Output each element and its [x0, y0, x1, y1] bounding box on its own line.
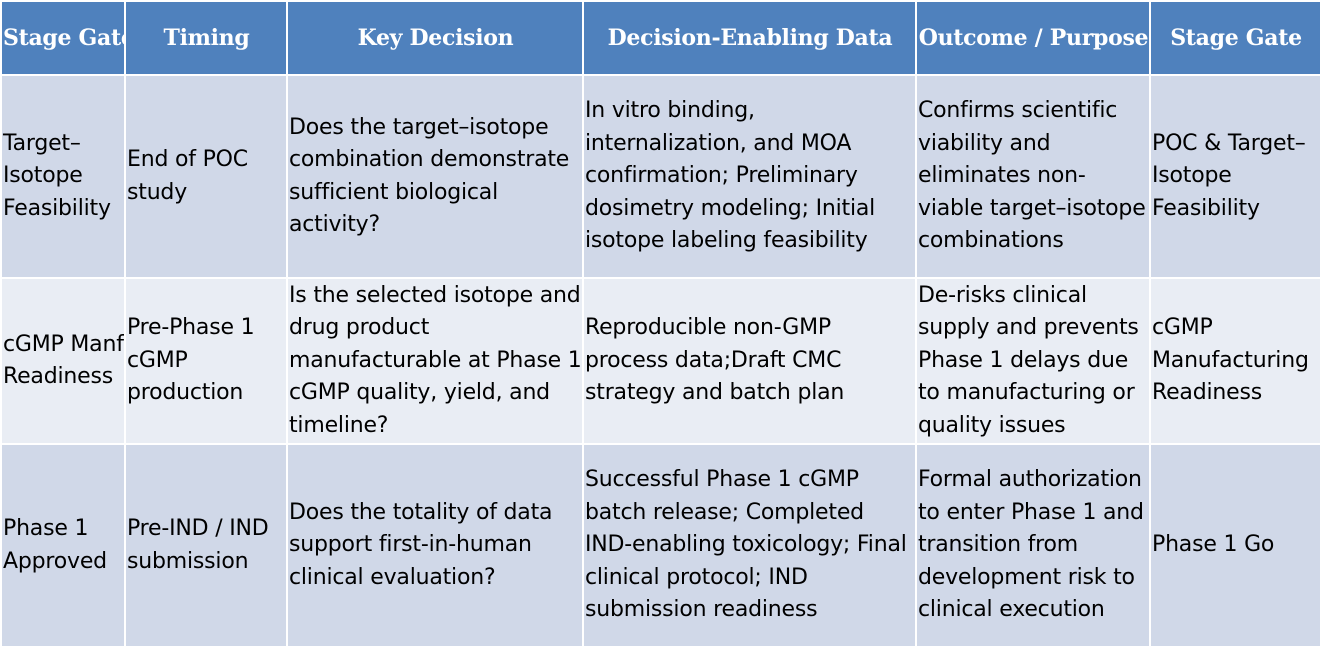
header-key-decision: Key Decision — [286, 0, 584, 76]
header-timing: Timing — [124, 0, 288, 76]
cell-outcome: De-risks clinical supply and prevents Ph… — [915, 277, 1151, 445]
cell-decision-data: Reproducible non-GMP process data;Draft … — [582, 277, 917, 445]
cell-stage-gate-2: cGMP Manufacturing Readiness — [1149, 277, 1320, 445]
header-stage-gate-2: Stage Gate — [1149, 0, 1320, 76]
table-row: Target–Isotope Feasibility End of POC st… — [0, 74, 1320, 279]
cell-decision-data: In vitro binding, internalization, and M… — [582, 74, 917, 279]
cell-stage-gate-2: POC & Target–Isotope Feasibility — [1149, 74, 1320, 279]
cell-stage-gate: cGMP Manf Readiness — [0, 277, 126, 445]
cell-outcome: Formal authorization to enter Phase 1 an… — [915, 443, 1151, 648]
cell-key-decision: Does the totality of data support first-… — [286, 443, 584, 648]
cell-key-decision: Is the selected isotope and drug product… — [286, 277, 584, 445]
header-decision-enabling-data: Decision-Enabling Data — [582, 0, 917, 76]
cell-key-decision: Does the target–isotope combination demo… — [286, 74, 584, 279]
cell-outcome: Confirms scientific viability and elimin… — [915, 74, 1151, 279]
header-outcome-purpose: Outcome / Purpose — [915, 0, 1151, 76]
table-row: cGMP Manf Readiness Pre-Phase 1 cGMP pro… — [0, 277, 1320, 445]
cell-timing: Pre-IND / IND submission — [124, 443, 288, 648]
header-stage-gate: Stage Gate — [0, 0, 126, 76]
cell-timing: End of POC study — [124, 74, 288, 279]
cell-stage-gate-2: Phase 1 Go — [1149, 443, 1320, 648]
cell-decision-data: Successful Phase 1 cGMP batch release; C… — [582, 443, 917, 648]
header-row: Stage Gate Timing Key Decision Decision-… — [0, 0, 1320, 76]
table-row: Phase 1 Approved Pre-IND / IND submissio… — [0, 443, 1320, 648]
cell-stage-gate: Target–Isotope Feasibility — [0, 74, 126, 279]
cell-timing: Pre-Phase 1 cGMP production — [124, 277, 288, 445]
cell-stage-gate: Phase 1 Approved — [0, 443, 126, 648]
